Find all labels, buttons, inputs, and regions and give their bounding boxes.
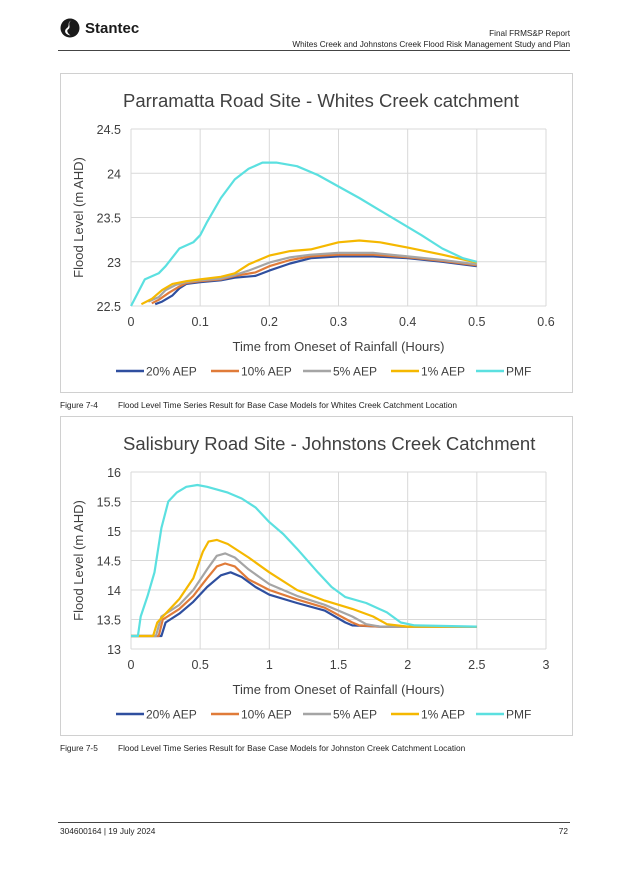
figure-number: Figure 7-5 xyxy=(60,743,98,753)
x-tick-label: 0.1 xyxy=(191,315,208,329)
page-header: Final FRMS&P Report Whites Creek and Joh… xyxy=(292,29,570,50)
series-line-10-aep xyxy=(131,562,477,638)
x-tick-label: 0.5 xyxy=(468,315,485,329)
x-tick-label: 0.4 xyxy=(399,315,416,329)
chart-whites-creek-svg: Parramatta Road Site - Whites Creek catc… xyxy=(71,90,555,379)
y-tick-label: 24 xyxy=(107,167,121,181)
x-tick-label: 2 xyxy=(404,658,411,672)
y-axis-label: Flood Level (m AHD) xyxy=(71,500,86,621)
chart-title: Parramatta Road Site - Whites Creek catc… xyxy=(123,90,519,111)
logo-text: Stantec xyxy=(85,19,140,37)
y-tick-label: 14 xyxy=(107,584,121,598)
y-tick-label: 13.5 xyxy=(97,614,121,628)
x-tick-label: 0.2 xyxy=(261,315,278,329)
figure-caption-7-4: Figure 7-4 Flood Level Time Series Result… xyxy=(60,400,457,410)
legend-label: PMF xyxy=(506,365,531,379)
doc-reference: 304600164 | 19 July 2024 xyxy=(60,826,156,836)
legend-label: PMF xyxy=(506,708,531,722)
y-tick-label: 15.5 xyxy=(97,496,121,510)
x-tick-label: 0.5 xyxy=(191,658,208,672)
footer-divider xyxy=(58,822,570,823)
x-tick-label: 0 xyxy=(128,658,135,672)
x-tick-label: 0 xyxy=(128,315,135,329)
y-tick-label: 16 xyxy=(107,466,121,480)
chart-johnstons-creek-svg: Salisbury Road Site - Johnstons Creek Ca… xyxy=(71,433,550,722)
figure-caption-text: Flood Level Time Series Result for Base … xyxy=(118,400,457,410)
series-line-1-aep xyxy=(131,538,477,638)
figure-caption-text: Flood Level Time Series Result for Base … xyxy=(118,743,466,753)
series-line-20-aep xyxy=(154,255,477,306)
legend-label: 20% AEP xyxy=(146,708,197,722)
chart-whites-creek: Parramatta Road Site - Whites Creek catc… xyxy=(60,73,573,393)
y-tick-label: 23 xyxy=(107,256,121,270)
y-tick-label: 13 xyxy=(107,643,121,657)
y-tick-label: 15 xyxy=(107,525,121,539)
study-title: Whites Creek and Johnstons Creek Flood R… xyxy=(292,39,570,49)
figure-caption-7-5: Figure 7-5 Flood Level Time Series Result… xyxy=(60,743,465,753)
header-divider xyxy=(58,50,570,51)
x-tick-label: 2.5 xyxy=(468,658,485,672)
stantec-logo-icon xyxy=(60,18,80,38)
chart-johnstons-creek: Salisbury Road Site - Johnstons Creek Ca… xyxy=(60,416,573,736)
page-number: 72 xyxy=(558,826,568,836)
figure-number: Figure 7-4 xyxy=(60,400,98,410)
series-line-5-aep xyxy=(147,251,477,303)
legend-label: 10% AEP xyxy=(241,365,292,379)
x-tick-label: 1.5 xyxy=(330,658,347,672)
y-axis-label: Flood Level (m AHD) xyxy=(71,157,86,278)
legend-label: 10% AEP xyxy=(241,708,292,722)
x-tick-label: 3 xyxy=(543,658,550,672)
x-tick-label: 0.3 xyxy=(330,315,347,329)
report-title: Final FRMS&P Report xyxy=(489,29,570,38)
series-line-20-aep xyxy=(131,571,477,638)
x-axis-label: Time from Oneset of Rainfall (Hours) xyxy=(233,339,445,354)
x-tick-label: 0.6 xyxy=(537,315,554,329)
x-axis-label: Time from Oneset of Rainfall (Hours) xyxy=(233,682,445,697)
y-tick-label: 23.5 xyxy=(97,212,121,226)
legend-label: 20% AEP xyxy=(146,365,197,379)
series-line-pmf xyxy=(131,483,477,638)
legend-label: 5% AEP xyxy=(333,365,377,379)
x-tick-label: 1 xyxy=(266,658,273,672)
series-line-5-aep xyxy=(131,552,477,638)
legend-label: 1% AEP xyxy=(421,365,465,379)
y-tick-label: 24.5 xyxy=(97,123,121,137)
y-tick-label: 14.5 xyxy=(97,555,121,569)
series-line-pmf xyxy=(130,161,478,307)
y-tick-label: 22.5 xyxy=(97,300,121,314)
stantec-logo: Stantec xyxy=(60,18,139,38)
chart-title: Salisbury Road Site - Johnstons Creek Ca… xyxy=(123,433,535,454)
legend-label: 1% AEP xyxy=(421,708,465,722)
series-line-1-aep xyxy=(140,239,478,306)
legend-label: 5% AEP xyxy=(333,708,377,722)
series-line-10-aep xyxy=(151,253,477,305)
